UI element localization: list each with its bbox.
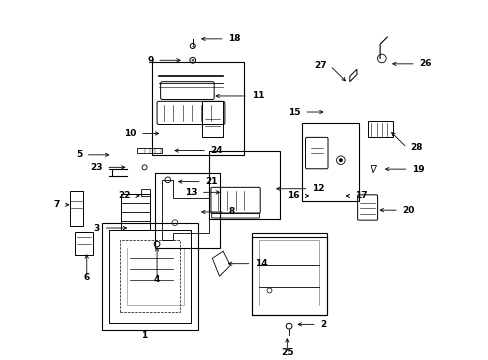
Text: 7: 7 xyxy=(54,200,60,209)
Text: 22: 22 xyxy=(118,192,130,201)
Bar xyxy=(137,148,162,153)
Text: 2: 2 xyxy=(320,320,326,329)
Text: 27: 27 xyxy=(313,61,326,70)
Text: 3: 3 xyxy=(94,224,100,233)
Circle shape xyxy=(338,158,342,162)
Text: 6: 6 xyxy=(83,274,90,283)
Text: 10: 10 xyxy=(124,129,136,138)
Text: 18: 18 xyxy=(228,34,241,43)
Bar xyxy=(301,123,358,201)
Bar xyxy=(251,233,326,315)
Bar xyxy=(151,62,244,155)
Text: 16: 16 xyxy=(287,192,299,201)
Text: 25: 25 xyxy=(281,348,293,357)
Text: 8: 8 xyxy=(228,207,234,216)
Bar xyxy=(251,237,326,315)
Text: 5: 5 xyxy=(76,150,82,159)
Bar xyxy=(155,173,219,248)
Text: 13: 13 xyxy=(184,188,197,197)
Text: 4: 4 xyxy=(154,275,160,284)
Bar xyxy=(75,231,93,255)
Text: 21: 21 xyxy=(205,177,217,186)
Text: 14: 14 xyxy=(255,259,267,268)
Text: 15: 15 xyxy=(287,108,300,117)
Text: 28: 28 xyxy=(409,143,422,152)
Bar xyxy=(141,189,150,196)
Bar xyxy=(208,151,280,219)
Text: 17: 17 xyxy=(354,192,367,201)
Text: 20: 20 xyxy=(402,206,414,215)
Bar xyxy=(69,190,83,226)
Text: 12: 12 xyxy=(312,184,324,193)
Text: 1: 1 xyxy=(141,330,147,339)
Bar xyxy=(102,222,198,330)
Text: 23: 23 xyxy=(90,163,102,172)
Bar xyxy=(367,121,392,137)
Text: 24: 24 xyxy=(210,146,223,155)
Bar xyxy=(201,101,223,137)
Text: 9: 9 xyxy=(147,56,153,65)
Text: 11: 11 xyxy=(251,91,264,100)
Text: 26: 26 xyxy=(419,59,431,68)
Text: 19: 19 xyxy=(411,165,424,174)
